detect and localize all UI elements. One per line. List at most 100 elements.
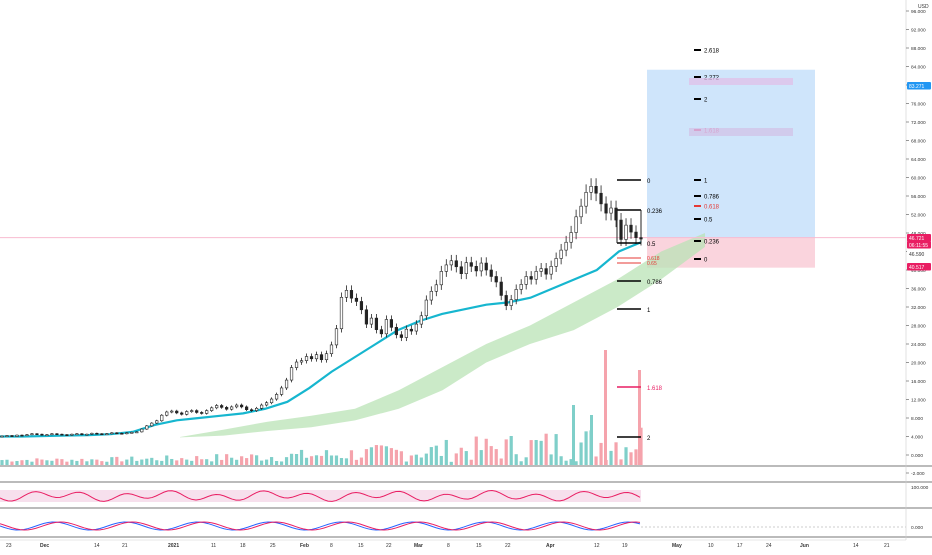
candle (499, 276, 503, 301)
candle-body (65, 434, 69, 436)
fib-retracement-label: 0 (647, 179, 651, 185)
candle (439, 265, 443, 290)
candle (210, 406, 214, 412)
candle-body (339, 296, 344, 330)
candle-body (349, 290, 354, 299)
position-box-group[interactable] (647, 69, 815, 268)
volume-bar (604, 350, 607, 465)
candle-body (384, 319, 388, 335)
price-badge-bg (907, 82, 931, 90)
candle-body (634, 231, 638, 238)
volume-bar (294, 453, 299, 465)
volume-bar (619, 459, 623, 465)
candle-body (35, 433, 39, 436)
candle-body (95, 432, 99, 435)
volume-bar (210, 461, 214, 465)
volume-bar (180, 458, 184, 465)
candle (419, 311, 423, 329)
candle (589, 178, 593, 201)
candle (579, 198, 583, 224)
fib-extension-label: 0.786 (704, 195, 720, 201)
volume-bar (130, 456, 134, 465)
time-tick-label: 8 (330, 543, 333, 549)
candle-body (539, 268, 543, 272)
candle-body (404, 328, 408, 338)
candle (30, 433, 34, 436)
candle (619, 213, 623, 246)
candle-body (5, 435, 9, 437)
volume-bar (359, 457, 364, 465)
candle (100, 433, 104, 436)
candle (494, 271, 498, 288)
time-tick-label: 15 (358, 543, 364, 549)
fib-levels[interactable]: 1.618200.2360.50.78610.6180.652.6182.272… (616, 49, 793, 443)
time-tick-label: Feb (300, 543, 309, 549)
candle (359, 296, 364, 315)
candle (15, 434, 19, 438)
volume-bar (85, 461, 89, 465)
candle-body (409, 328, 413, 332)
candle (364, 305, 369, 329)
candle (25, 434, 29, 437)
volume-bar (10, 461, 14, 465)
volume-bar (160, 460, 164, 465)
volume-bar (170, 458, 174, 465)
volume-bar (65, 461, 69, 465)
candle (549, 260, 553, 280)
candle-body (334, 328, 339, 346)
time-tick-label: Jun (800, 543, 809, 549)
candle-body (304, 356, 309, 361)
candle-body (200, 412, 204, 414)
candle (284, 377, 289, 390)
fib-extension-label: 0 (704, 258, 708, 264)
price-tick-label: 24.000 (911, 342, 926, 348)
volume-bar (519, 461, 523, 465)
price-tick-label: 76.000 (911, 102, 926, 108)
volume-bar (324, 450, 329, 465)
candle (524, 271, 528, 290)
candle (449, 254, 453, 271)
candle-body (125, 432, 129, 435)
candle-body (70, 433, 74, 436)
candle-body (509, 299, 513, 306)
price-tick-label: -2.000 (911, 471, 925, 477)
candle (624, 218, 628, 246)
price-badge: 83.271 (907, 82, 931, 90)
price-tick-label: 36.000 (911, 287, 926, 293)
volume-bar (424, 453, 428, 465)
candle-body (379, 329, 384, 335)
volume-level-label: 2 (647, 436, 651, 442)
time-tick-label: 14 (853, 543, 859, 549)
candle (574, 209, 578, 240)
candle (544, 263, 548, 280)
candle-body (269, 398, 274, 404)
candle (604, 196, 608, 221)
volume-bar (55, 458, 59, 465)
price-tick-label: 60.000 (911, 176, 926, 182)
volume-bar (299, 449, 304, 465)
price-badge: 40.517 (907, 263, 931, 271)
candle-body (599, 192, 603, 205)
candle-body (210, 407, 214, 411)
volume-bar (614, 442, 618, 465)
time-tick-label: 14 (94, 543, 100, 549)
volume-bar (60, 459, 64, 465)
volume-bar (354, 459, 359, 465)
candle-body (524, 276, 528, 285)
time-tick-label: 15 (476, 543, 482, 549)
candle (504, 290, 508, 311)
candle-body (494, 276, 498, 283)
volume-bar (15, 461, 19, 465)
candle-body (10, 435, 14, 437)
volume-bar (349, 450, 354, 465)
candle (110, 432, 114, 435)
rsi-band (0, 490, 641, 502)
rsi-line (0, 490, 641, 502)
candle-body (165, 411, 169, 416)
candle-body (185, 411, 189, 415)
volume-bar (494, 449, 498, 465)
fib-band (689, 128, 793, 136)
candle (75, 433, 79, 436)
